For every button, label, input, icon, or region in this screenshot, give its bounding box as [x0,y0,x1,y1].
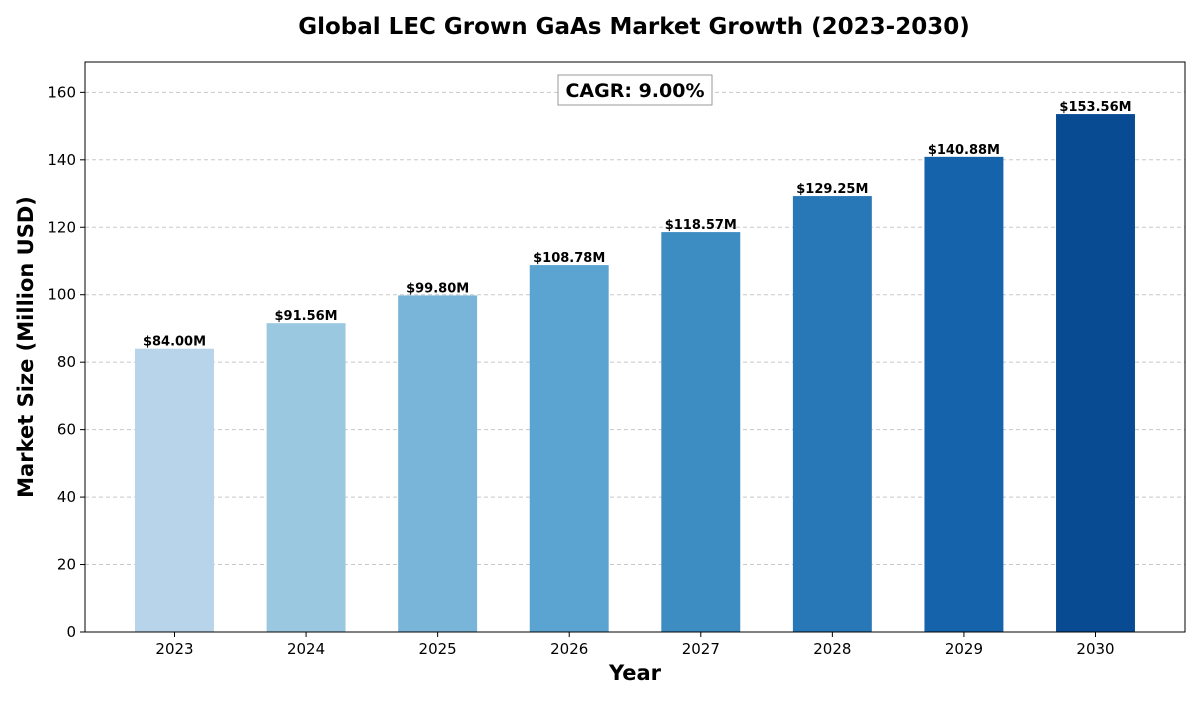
bar-2030 [1056,114,1135,632]
y-tick-label: 0 [66,623,76,641]
x-tick-label: 2030 [1076,640,1114,658]
cagr-text: CAGR: 9.00% [565,80,704,102]
bar-2026 [529,265,609,632]
data-label-2023: $84.00M [143,335,206,350]
chart-title: Global LEC Grown GaAs Market Growth (202… [298,14,970,40]
x-axis-ticks: 2023 2024 2025 2026 2027 2028 2029 2030 [155,632,1115,658]
y-tick-label: 100 [47,286,76,304]
data-label-2026: $108.78M [533,251,605,266]
x-tick-label: 2025 [419,640,457,658]
data-label-2024: $91.56M [275,309,338,324]
x-tick-label: 2026 [550,640,588,658]
x-tick-label: 2024 [287,640,325,658]
bar-2023 [135,348,214,632]
gridlines [85,91,1185,566]
bars [135,114,1135,633]
y-axis-ticks: 0 20 40 60 80 100 120 140 160 [47,83,85,641]
y-tick-label: 140 [47,151,76,169]
y-axis-title: Market Size (Million USD) [14,196,38,498]
data-label-2028: $129.25M [796,182,868,197]
y-tick-label: 80 [57,353,76,371]
bar-2025 [398,295,478,632]
data-label-2030: $153.56M [1059,100,1131,115]
bar-2027 [661,232,741,632]
y-tick-label: 20 [57,556,76,574]
x-tick-label: 2028 [813,640,851,658]
cagr-box [557,74,713,106]
cagr-annotation: CAGR: 9.00% [557,74,713,106]
x-tick-label: 2027 [682,640,720,658]
x-axis-title: Year [608,661,662,685]
bar-value-labels: $84.00M $91.56M $99.80M $108.78M $118.57M $12… [143,100,1132,350]
data-label-2027: $118.57M [665,218,737,233]
y-tick-label: 40 [57,488,76,506]
x-tick-label: 2029 [945,640,983,658]
data-label-2029: $140.88M [928,143,1000,158]
x-tick-label: 2023 [155,640,193,658]
data-label-2025: $99.80M [406,281,469,296]
bar-2024 [266,323,346,632]
bar-2029 [924,156,1004,633]
bar-2028 [792,196,872,632]
y-tick-label: 160 [47,83,76,101]
y-tick-label: 120 [47,218,76,236]
plot-area-frame [84,61,1186,633]
y-tick-label: 60 [57,421,76,439]
